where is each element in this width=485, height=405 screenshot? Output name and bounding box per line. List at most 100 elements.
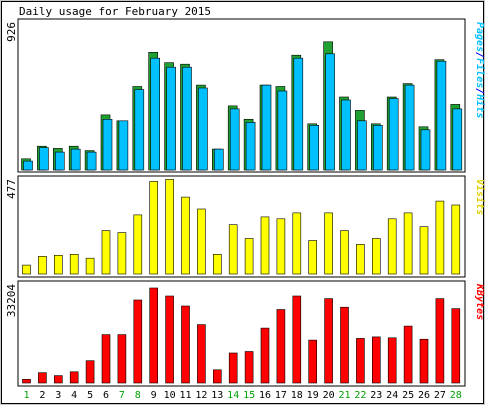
files-bar: Files 20: 780 (325, 53, 335, 171)
files-bar: Files 25: 570 (404, 84, 415, 171)
visits-bar: Visits 1: 45 (22, 264, 31, 275)
kbytes-bar: KBytes 19: 15000 (308, 339, 318, 384)
visits-bar: Visits 23: 180 (371, 238, 381, 275)
x-tick-label: 8 (135, 390, 141, 401)
kbytes-bar: KBytes 27: 29500 (435, 298, 445, 384)
x-tick-label: 14 (227, 390, 239, 401)
bottom-panel-frame (17, 280, 466, 387)
files-bar: Files 7: 330 (118, 120, 129, 171)
visits-bar: Visits 5: 80 (85, 257, 95, 275)
x-tick-label: 22 (354, 390, 366, 401)
files-bar: Files 26: 270 (420, 129, 431, 171)
x-tick-label: 1 (23, 390, 29, 401)
visits-bar: Visits 20: 310 (324, 212, 333, 275)
kbytes-bar: KBytes 2: 3600 (38, 372, 47, 384)
kbytes-bar: KBytes 25: 19900 (403, 325, 413, 384)
middle-panel-frame (17, 175, 466, 278)
kbytes-bar: KBytes 22: 15600 (356, 338, 365, 384)
x-tick-label: 19 (307, 390, 319, 401)
kbytes-bar: KBytes 10: 30400 (165, 295, 174, 384)
x-tick-label: 15 (243, 390, 255, 401)
files-bar: Files 15: 320 (245, 122, 256, 171)
files-bar: Files 22: 330 (357, 120, 367, 171)
files-bar: Files 16: 570 (261, 84, 272, 171)
legend-entry: / (474, 88, 485, 94)
visits-bar: Visits 3: 95 (53, 255, 63, 275)
bottom-ymax-label: 33204 (5, 284, 18, 317)
x-tick-label: 20 (323, 390, 335, 401)
kbytes-bar: KBytes 16: 19200 (260, 327, 270, 384)
x-tick-label: 24 (386, 390, 398, 401)
visits-bar: Visits 6: 220 (101, 230, 111, 275)
kbytes-bar: KBytes 1: 1300 (22, 378, 31, 384)
legend-entry: KBytes (474, 283, 485, 320)
visits-bar: Visits 14: 250 (228, 224, 238, 275)
x-tick-label: 2 (39, 390, 45, 401)
visits-bar: Visits 7: 210 (117, 232, 127, 275)
visits-bar: Visits 15: 180 (244, 238, 254, 275)
files-bar: Files 11: 690 (182, 66, 192, 171)
visits-bar: Visits 13: 100 (213, 254, 222, 275)
kbytes-bar: KBytes 11: 26900 (181, 305, 190, 384)
x-tick-label: 5 (87, 390, 93, 401)
kbytes-bar: KBytes 24: 15800 (387, 337, 397, 384)
middle-ymax-label: 477 (5, 179, 18, 199)
legend-entry: / (474, 52, 485, 58)
bottom-panel-legend: KBytes (474, 283, 485, 320)
kbytes-bar: KBytes 18: 30400 (292, 295, 302, 384)
x-tick-label: 18 (291, 390, 303, 401)
visits-bar: Visits 27: 370 (435, 200, 445, 275)
middle-panel-legend: Visits (474, 179, 485, 215)
visits-bar: Visits 18: 310 (292, 212, 302, 275)
files-bar: Files 27: 730 (436, 60, 447, 171)
files-bar: Files 9: 750 (150, 57, 160, 171)
visits-bar: Visits 25: 310 (403, 212, 413, 275)
x-tick-label: 21 (338, 390, 350, 401)
files-bar: Files 17: 530 (277, 90, 288, 171)
legend-entry: Pages (474, 22, 485, 52)
x-tick-label: 13 (211, 390, 223, 401)
x-tick-label: 6 (103, 390, 109, 401)
files-bar: Files 5: 120 (86, 151, 97, 171)
top-ymax-label: 926 (5, 22, 18, 42)
legend-entry: Visits (474, 179, 485, 215)
x-tick-label: 16 (259, 390, 271, 401)
x-tick-label: 25 (402, 390, 414, 401)
x-tick-label: 23 (370, 390, 382, 401)
kbytes-bar: KBytes 21: 26500 (340, 306, 349, 384)
kbytes-bar: KBytes 17: 25700 (276, 309, 286, 384)
kbytes-bar: KBytes 7: 16900 (117, 334, 127, 384)
files-bar: Files 24: 480 (388, 98, 399, 171)
visits-bar: Visits 9: 470 (149, 181, 158, 275)
visits-bar: Visits 4: 100 (69, 254, 79, 275)
x-tick-label: 3 (55, 390, 61, 401)
visits-bar: Visits 10: 480 (165, 179, 174, 275)
visits-bar: Visits 24: 280 (387, 218, 397, 275)
legend-entry: Hits (474, 93, 485, 118)
files-bar: Files 6: 340 (102, 119, 113, 171)
visits-bar: Visits 19: 170 (308, 240, 318, 275)
files-bar: Files 2: 150 (39, 147, 49, 171)
files-bar: Files 3: 120 (54, 151, 65, 171)
x-tick-label: 4 (71, 390, 77, 401)
visits-bar: Visits 16: 290 (260, 216, 270, 275)
files-bar: Files 13: 140 (214, 148, 224, 171)
visits-bar: Visits 2: 90 (38, 255, 47, 275)
kbytes-bar: KBytes 9: 33200 (149, 287, 158, 384)
bars-layer: Hits 1: 75Files 1: 60Hits 2: 160Files 2:… (21, 41, 463, 384)
top-panel-legend: Pages/Files/Hits (474, 22, 485, 118)
files-bar: Files 14: 410 (229, 108, 240, 171)
x-tick-label: 7 (119, 390, 125, 401)
kbytes-bar: KBytes 23: 16100 (371, 336, 381, 384)
visits-bar: Visits 26: 240 (419, 226, 429, 275)
legend-entry: Files (474, 58, 485, 88)
files-bar: Files 28: 410 (452, 108, 463, 171)
kbytes-bar: KBytes 4: 3900 (69, 371, 79, 384)
visits-bar: Visits 22: 150 (356, 244, 365, 275)
top-panel-frame (17, 18, 466, 173)
x-tick-label: 17 (275, 390, 287, 401)
files-bar: Files 12: 550 (198, 87, 208, 171)
kbytes-bar: KBytes 26: 15300 (419, 338, 429, 384)
visits-bar: Visits 8: 300 (133, 214, 143, 275)
